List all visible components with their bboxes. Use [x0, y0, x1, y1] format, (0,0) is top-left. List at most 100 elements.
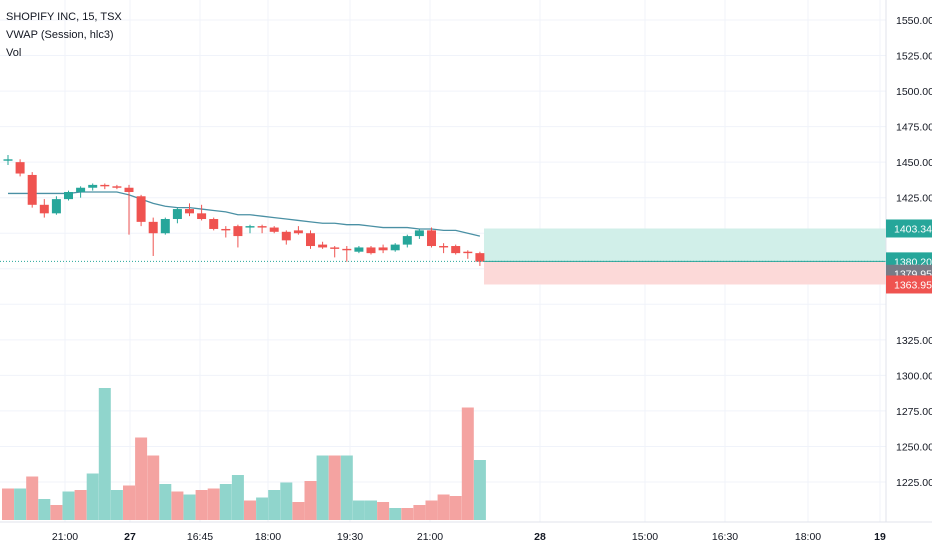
- candle[interactable]: [124, 184, 134, 235]
- candle[interactable]: [136, 194, 146, 227]
- volume-bar: [461, 407, 474, 520]
- price-badge-bg: [886, 219, 932, 238]
- candle[interactable]: [172, 207, 182, 224]
- volume-bar: [437, 494, 450, 520]
- candle-body: [293, 230, 303, 234]
- price-badge: 1363.95: [886, 275, 932, 294]
- candle[interactable]: [281, 230, 291, 245]
- candle[interactable]: [245, 224, 255, 234]
- candle-body: [414, 230, 424, 237]
- candle[interactable]: [88, 183, 98, 191]
- candle[interactable]: [209, 217, 219, 231]
- candle-body: [354, 247, 364, 252]
- volume-bar: [98, 388, 111, 520]
- volume-bar: [86, 473, 99, 520]
- candle[interactable]: [76, 186, 86, 198]
- candle[interactable]: [112, 184, 122, 190]
- candle-body: [257, 226, 267, 228]
- candle[interactable]: [354, 246, 364, 254]
- volume-bar: [123, 485, 135, 520]
- candle-body: [112, 186, 122, 188]
- candle[interactable]: [451, 244, 461, 255]
- candle-body: [172, 209, 182, 220]
- candle-body: [88, 184, 98, 188]
- vwap-indicator-label[interactable]: VWAP (Session, hlc3): [6, 29, 114, 41]
- price-tick-label: 1450.00: [896, 157, 932, 169]
- candle-body: [3, 159, 13, 161]
- candle[interactable]: [197, 204, 207, 221]
- price-tick-label: 1300.00: [896, 370, 932, 382]
- candle[interactable]: [427, 227, 436, 248]
- candle-body: [269, 227, 279, 232]
- candle-body: [185, 209, 194, 214]
- candle[interactable]: [378, 244, 388, 254]
- candle[interactable]: [160, 217, 170, 235]
- candle-body: [366, 247, 376, 254]
- candle[interactable]: [27, 172, 37, 208]
- candle[interactable]: [39, 199, 49, 218]
- candle-body: [27, 174, 37, 205]
- candle-body: [451, 246, 461, 254]
- candle[interactable]: [330, 246, 340, 258]
- price-tick-label: 1275.00: [896, 406, 932, 418]
- candle-body: [76, 187, 86, 193]
- volume-bar: [316, 455, 329, 520]
- candle[interactable]: [100, 183, 110, 190]
- candle-body: [402, 236, 412, 245]
- candle-body: [342, 248, 352, 251]
- candle[interactable]: [463, 250, 473, 259]
- candle[interactable]: [233, 224, 243, 248]
- candle[interactable]: [318, 241, 328, 249]
- time-tick-label: 19: [874, 531, 886, 543]
- volume-bar: [219, 484, 232, 520]
- volume-bar: [74, 490, 87, 520]
- candle[interactable]: [269, 226, 279, 234]
- candle-body: [39, 204, 49, 214]
- symbol-title[interactable]: SHOPIFY INC, 15, TSX: [6, 11, 122, 23]
- candle[interactable]: [342, 246, 352, 262]
- candle[interactable]: [293, 226, 303, 235]
- volume-bar: [268, 490, 281, 520]
- candle[interactable]: [148, 217, 158, 256]
- candle-body: [427, 230, 436, 247]
- candle[interactable]: [475, 251, 485, 266]
- price-tick-label: 1250.00: [896, 441, 932, 453]
- price-tick-label: 1325.00: [896, 335, 932, 347]
- candle-body: [197, 213, 207, 220]
- candle[interactable]: [51, 196, 61, 215]
- position-zones: [484, 228, 886, 285]
- volume-indicator-label[interactable]: Vol: [6, 47, 22, 59]
- candle[interactable]: [257, 224, 267, 234]
- candle[interactable]: [402, 234, 412, 248]
- volume-bar: [256, 497, 269, 520]
- volume-bar: [473, 460, 486, 520]
- time-axis[interactable]: 21:00 27 16:45 18:00 19:30 21:00 28 15:00 16:30 1…: [52, 531, 886, 543]
- volume-bar: [147, 455, 160, 520]
- candle[interactable]: [15, 159, 25, 177]
- candle[interactable]: [185, 203, 194, 217]
- volume-bar: [231, 475, 244, 520]
- price-axis[interactable]: 1550.00 1525.00 1500.00 1475.00 1450.00 1425.…: [896, 15, 932, 489]
- candle[interactable]: [221, 226, 231, 238]
- price-badge-label: 1363.95: [894, 279, 932, 291]
- volume-bar: [304, 481, 317, 520]
- candle[interactable]: [439, 243, 449, 254]
- volume-bar: [183, 494, 196, 520]
- candle[interactable]: [3, 155, 13, 165]
- candle[interactable]: [366, 246, 376, 255]
- volume-bar: [352, 500, 365, 520]
- candle-body: [245, 226, 255, 228]
- price-tick-label: 1475.00: [896, 122, 932, 134]
- candle[interactable]: [390, 243, 400, 252]
- candle[interactable]: [64, 190, 73, 201]
- price-badge: 1403.34: [886, 219, 932, 238]
- candles[interactable]: [3, 155, 485, 266]
- candle-body: [15, 162, 25, 174]
- volume-bar: [171, 491, 184, 520]
- volume-bar: [280, 482, 293, 520]
- time-tick-label: 18:00: [255, 531, 281, 543]
- candle[interactable]: [306, 230, 315, 249]
- candle[interactable]: [414, 228, 424, 239]
- price-badge-label: 1403.34: [894, 223, 932, 235]
